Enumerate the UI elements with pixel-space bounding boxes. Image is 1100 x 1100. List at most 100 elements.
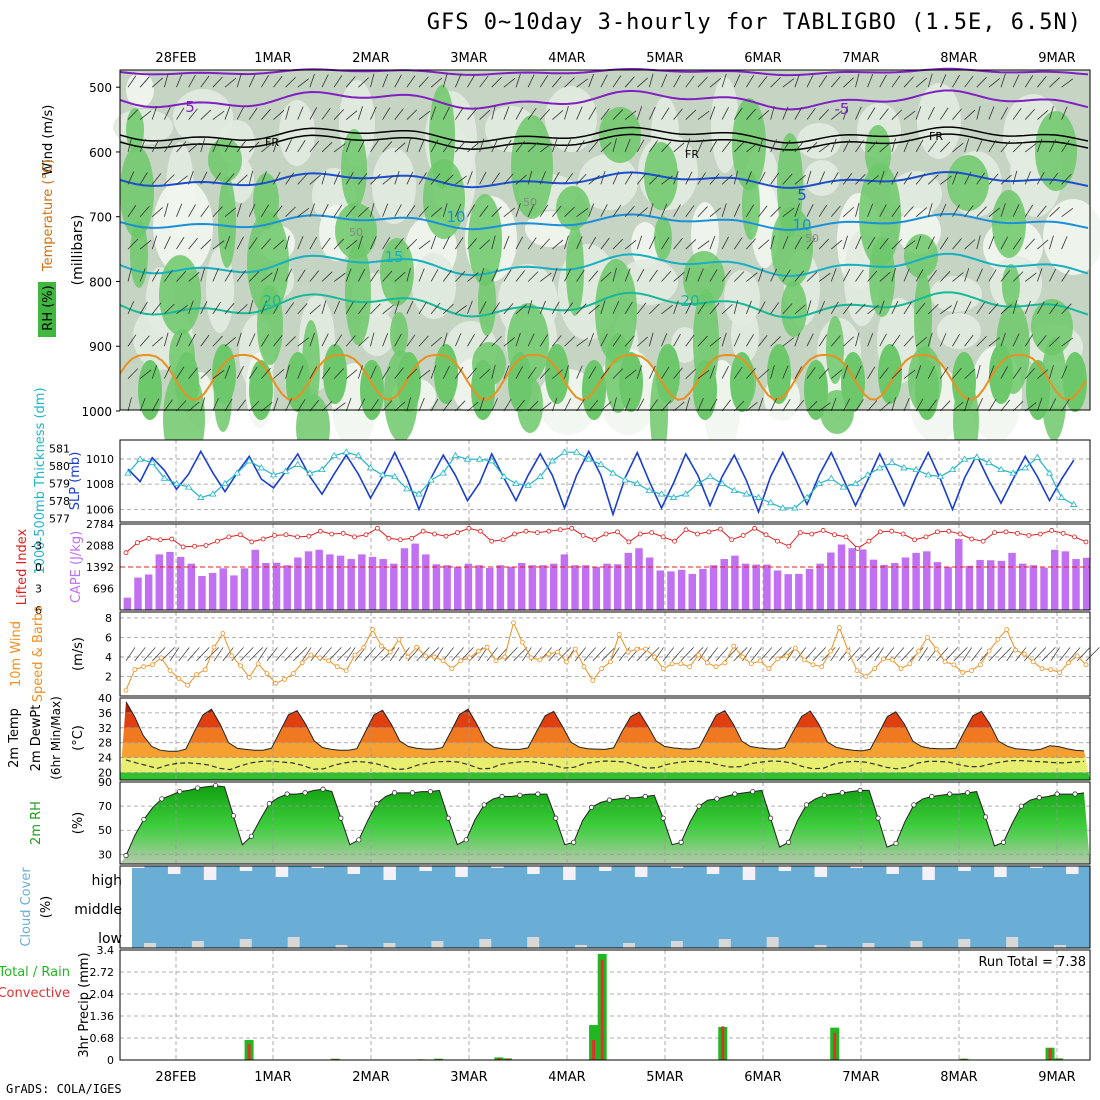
wind-barb [564, 172, 574, 185]
wind-barb [127, 171, 135, 185]
chart-title: GFS 0~10day 3-hourly for TABLIGBO (1.5E,… [426, 10, 1082, 35]
rh-shade-moist [247, 211, 289, 315]
thickness-marker [766, 499, 775, 506]
wind-barb [370, 332, 375, 347]
wind-barb [309, 107, 318, 120]
cloud-high-gap [491, 866, 504, 868]
wind-barb [1024, 204, 1034, 217]
cape-bar [1029, 565, 1038, 610]
cloud-high-gap [132, 866, 145, 868]
thickness-marker [500, 472, 508, 480]
wind-speed-marker [414, 644, 420, 650]
rh-shade-moist [130, 220, 148, 288]
wind-barb [394, 108, 404, 120]
wind-barb [721, 174, 733, 185]
wind-barb [333, 109, 345, 120]
rh-marker [159, 796, 165, 802]
cape-bar [741, 563, 750, 610]
wind-barb [248, 74, 256, 88]
wind-barb [224, 235, 231, 250]
wind-barb [624, 240, 637, 250]
lifted-index-marker [580, 533, 586, 538]
cape-bar [1040, 567, 1048, 610]
cloud-high-gap [778, 866, 792, 871]
wind-barb [842, 106, 848, 120]
wind-barb [406, 397, 411, 412]
cloud-high-gap [275, 866, 289, 877]
wind-barb [709, 269, 718, 282]
wind-barb [697, 397, 704, 412]
wind-barb [515, 236, 524, 250]
wind-barb [830, 205, 841, 217]
rh-shade-moist [859, 163, 901, 267]
wind-barb [697, 369, 710, 379]
wind-barb [212, 335, 223, 347]
wind-barb [818, 272, 831, 282]
wind-barb [552, 205, 562, 217]
wind-barb [430, 235, 437, 250]
wind-barb [746, 108, 756, 120]
thickness-marker [1057, 493, 1066, 500]
wind-barb [430, 302, 441, 315]
wind-barb [782, 173, 793, 185]
cape-bar [549, 563, 558, 610]
wind-barb [406, 368, 418, 379]
rh-marker [123, 853, 129, 859]
cape-bar [347, 559, 355, 610]
wind-barb [818, 171, 826, 185]
wind-barb [733, 400, 745, 412]
wind-barb [685, 301, 693, 315]
wind-barb [1000, 270, 1011, 282]
lifted-index-marker [797, 530, 803, 535]
date-label-top: 28FEB [155, 51, 196, 66]
wind-barb [1061, 269, 1070, 282]
wind-barb [297, 78, 310, 88]
cape-bar [976, 559, 984, 610]
temp-area [120, 701, 1090, 780]
wind-barb [212, 301, 221, 315]
wind-barb-10m [495, 647, 508, 662]
wind-speed-marker [194, 672, 199, 677]
precip-tick: 2.04 [90, 988, 115, 1001]
lifted-index-marker [409, 535, 415, 541]
cloud-high-gap [886, 866, 899, 874]
wind-barb [940, 333, 947, 347]
wind-barb [588, 270, 599, 282]
lifted-index-marker [592, 537, 597, 543]
cape-bar [720, 559, 728, 610]
wind-barb [551, 268, 558, 282]
cape-bar [1008, 552, 1016, 610]
wind-barb-10m [301, 647, 312, 662]
thickness-marker [1070, 500, 1078, 507]
rh-shade-moist [468, 194, 502, 286]
wind-barb [382, 236, 391, 250]
wind-barb [442, 269, 452, 282]
cloud-low-gap [1054, 945, 1067, 948]
cape-bar [805, 568, 814, 610]
wind-barb [176, 141, 187, 153]
contour-label: FR [929, 130, 943, 143]
wind-barb [515, 399, 526, 412]
wind-barb [515, 107, 524, 120]
wind-barb [382, 203, 389, 217]
cloud-cover-bg [132, 866, 1090, 948]
wind-barb [515, 332, 521, 347]
wind-barb [612, 238, 624, 250]
wind-barb [309, 399, 320, 412]
rh-shade-moist [120, 146, 154, 238]
wind-barb-10m [847, 647, 861, 662]
wind-barb [564, 235, 569, 250]
rh-shade [578, 154, 638, 210]
wind-barb [612, 204, 622, 217]
precip-convective-bar [833, 1032, 837, 1060]
wind-speed-marker [299, 660, 305, 666]
wind-barb [455, 74, 462, 88]
wind-barb [430, 139, 439, 153]
wind-barb [685, 267, 691, 282]
wind-barb [964, 301, 972, 315]
cloud-high-gap [634, 866, 648, 877]
lifted-index-marker [386, 535, 392, 541]
wind-barb [127, 334, 137, 347]
rh-shade-moist [1063, 352, 1087, 412]
wind-barb [1000, 107, 1009, 120]
